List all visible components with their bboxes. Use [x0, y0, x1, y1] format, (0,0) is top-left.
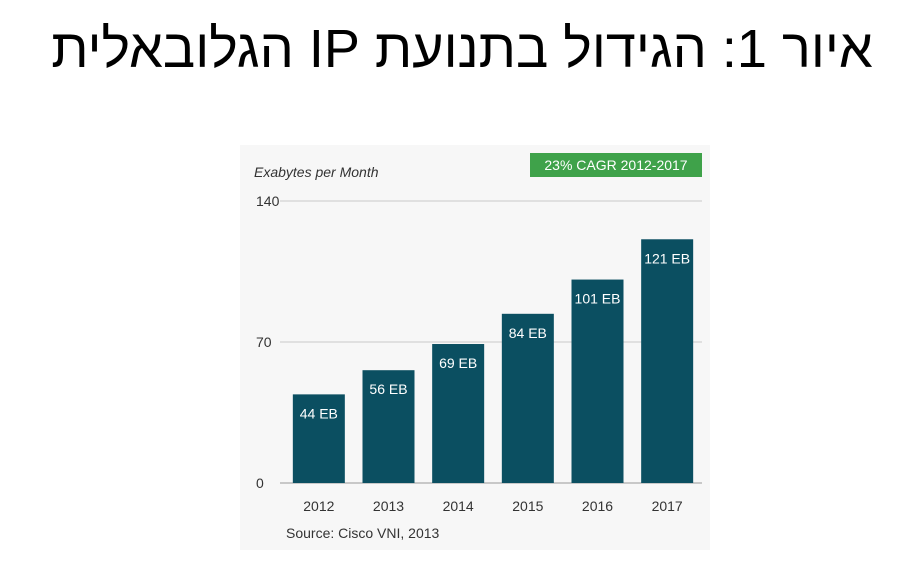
source-note: Source: Cisco VNI, 2013	[286, 525, 440, 541]
bar-data-label: 69 EB	[439, 355, 477, 371]
slide-title: איור 1: הגידול בתנועת IP הגלובאלית	[51, 19, 873, 79]
bar-data-label: 121 EB	[644, 250, 690, 266]
x-tick-label: 2012	[303, 498, 334, 514]
bar-2014	[432, 344, 485, 483]
cagr-badge-text: 23% CAGR 2012-2017	[544, 157, 687, 173]
x-tick-label: 2014	[443, 498, 474, 514]
y-axis-label: Exabytes per Month	[254, 164, 379, 180]
y-tick-label: 70	[256, 334, 272, 350]
bar-chart: Exabytes per Month 23% CAGR 2012-2017 0 7…	[240, 145, 710, 550]
y-tick-label: 0	[256, 475, 264, 491]
y-tick-labels: 0 70 140	[256, 193, 280, 491]
bars: 44 EB 56 EB 69 EB 84 EB 101 EB 121 EB	[292, 239, 694, 483]
bar-2013	[362, 370, 415, 483]
bar-data-label: 101 EB	[575, 291, 621, 307]
grid-lines	[280, 200, 702, 484]
x-tick-labels: 2012 2013 2014 2015 2016 2017	[303, 498, 683, 514]
bar-data-label: 44 EB	[300, 405, 338, 421]
bar-2012	[292, 394, 345, 483]
bar-2016	[571, 279, 624, 483]
y-tick-label: 140	[256, 193, 280, 209]
x-tick-label: 2016	[582, 498, 613, 514]
x-tick-label: 2013	[373, 498, 404, 514]
x-tick-label: 2015	[512, 498, 543, 514]
bar-data-label: 84 EB	[509, 325, 547, 341]
bar-data-label: 56 EB	[369, 381, 407, 397]
x-tick-label: 2017	[652, 498, 683, 514]
bar-2015	[501, 313, 554, 483]
bar-2017	[641, 239, 694, 483]
cagr-badge	[530, 153, 702, 177]
